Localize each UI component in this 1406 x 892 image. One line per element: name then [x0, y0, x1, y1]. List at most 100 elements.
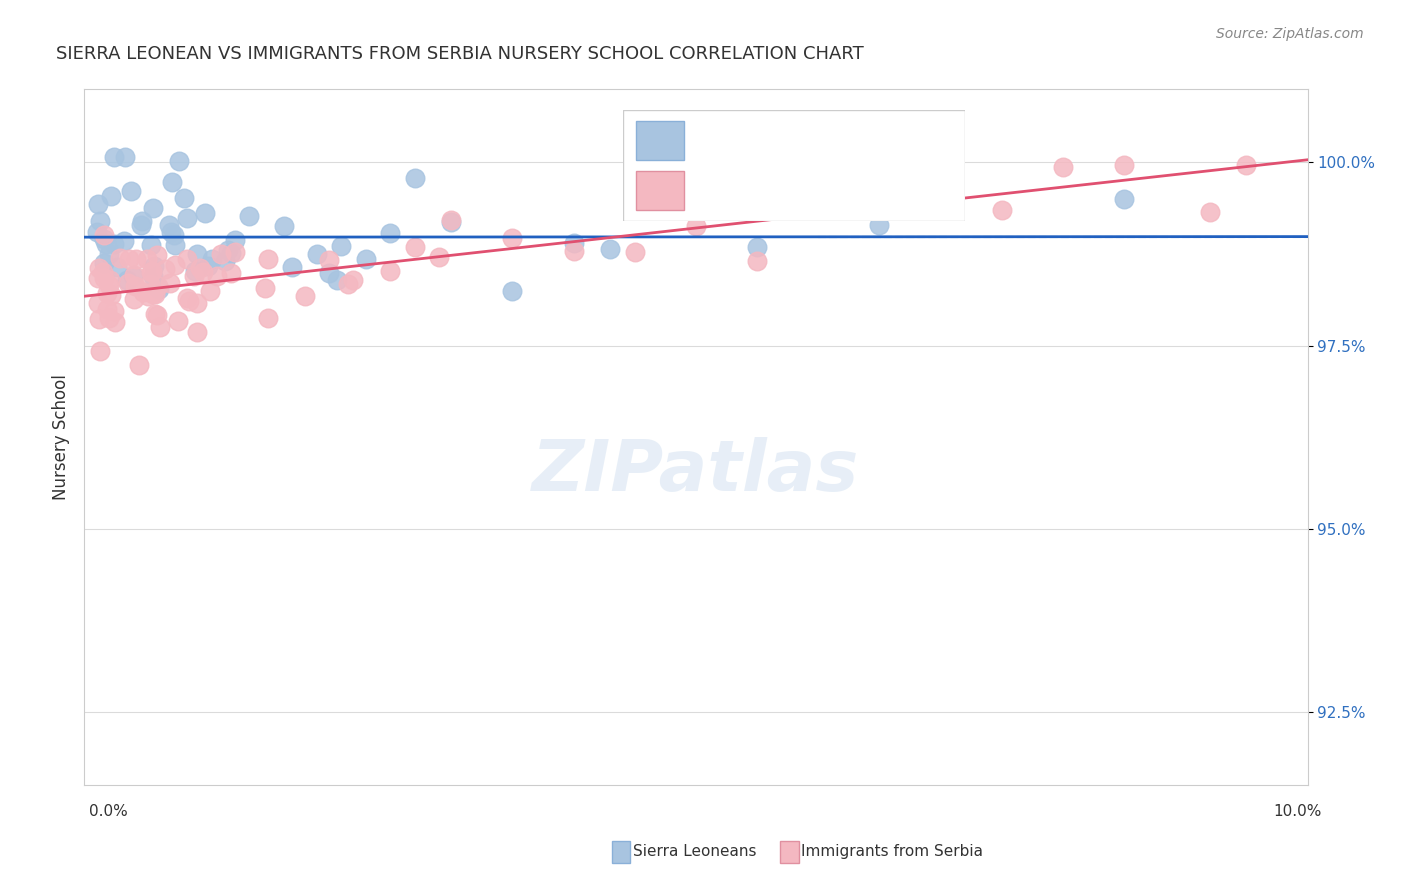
Point [108, 252, 131, 266]
Point [201, 252, 224, 267]
Point [599, 242, 621, 256]
Point [197, 259, 219, 273]
Point [254, 281, 277, 295]
Point [186, 325, 208, 339]
FancyBboxPatch shape [637, 171, 685, 211]
Point [224, 233, 246, 247]
Point [194, 206, 217, 220]
Point [114, 150, 136, 164]
Text: R = -0.020   N = 58: R = -0.020 N = 58 [697, 131, 875, 149]
Point [93, 256, 115, 270]
Point [139, 238, 162, 252]
Point [198, 284, 221, 298]
Point [142, 201, 165, 215]
Point [173, 191, 195, 205]
Point [120, 184, 142, 198]
Point [146, 280, 169, 294]
Point [404, 170, 426, 185]
Point [183, 268, 205, 283]
Point [869, 188, 891, 202]
Point [214, 254, 236, 268]
Point [103, 150, 125, 164]
Point [257, 311, 280, 326]
Point [1198, 205, 1220, 219]
Point [100, 287, 122, 301]
Point [167, 153, 190, 168]
Point [136, 289, 159, 303]
Point [159, 276, 181, 290]
Point [122, 268, 145, 283]
Point [142, 286, 165, 301]
Point [745, 254, 768, 268]
Point [501, 231, 523, 245]
Text: R =  0.340   N = 79: R = 0.340 N = 79 [697, 181, 875, 199]
Point [1114, 158, 1136, 172]
Point [209, 247, 232, 261]
Point [136, 252, 159, 267]
Point [685, 219, 707, 233]
Point [143, 259, 166, 273]
Point [97, 278, 120, 293]
Point [380, 263, 402, 277]
Point [745, 240, 768, 254]
Point [146, 309, 169, 323]
Point [176, 291, 198, 305]
Point [148, 282, 170, 296]
Point [118, 252, 141, 266]
Point [167, 313, 190, 327]
Point [929, 164, 952, 178]
Point [139, 277, 162, 291]
Point [93, 232, 115, 246]
Point [93, 228, 115, 243]
Point [157, 218, 180, 232]
Point [89, 214, 111, 228]
Point [115, 273, 138, 287]
Point [330, 239, 353, 253]
Point [562, 235, 585, 250]
Point [404, 240, 426, 254]
Point [125, 252, 148, 266]
Point [318, 266, 340, 280]
Point [354, 252, 377, 266]
Point [139, 265, 162, 279]
Text: Source: ZipAtlas.com: Source: ZipAtlas.com [1216, 27, 1364, 41]
Point [105, 260, 128, 274]
Point [184, 264, 207, 278]
Point [122, 268, 145, 283]
Point [87, 312, 110, 326]
Point [87, 296, 110, 310]
Point [219, 266, 242, 280]
Point [238, 209, 260, 223]
Point [294, 289, 316, 303]
Point [104, 315, 127, 329]
Point [624, 245, 647, 260]
Point [177, 294, 200, 309]
Point [186, 296, 208, 310]
Point [440, 214, 463, 228]
Point [143, 287, 166, 301]
Point [146, 278, 169, 293]
Point [257, 252, 280, 267]
Point [86, 225, 108, 239]
Point [153, 261, 176, 276]
Point [96, 302, 118, 317]
Text: 0.0%: 0.0% [89, 805, 128, 819]
Text: ZIPatlas: ZIPatlas [533, 437, 859, 507]
FancyBboxPatch shape [637, 121, 685, 161]
Point [145, 307, 167, 321]
Point [103, 237, 125, 252]
Point [132, 285, 155, 300]
Point [124, 278, 146, 293]
Point [305, 247, 328, 261]
Point [97, 247, 120, 261]
Point [89, 344, 111, 359]
Point [163, 227, 186, 242]
Point [176, 252, 198, 266]
Point [337, 277, 360, 291]
Point [131, 213, 153, 227]
Point [87, 197, 110, 211]
Point [440, 213, 463, 227]
Point [205, 268, 228, 283]
Text: Sierra Leoneans: Sierra Leoneans [633, 845, 756, 859]
Point [219, 246, 242, 260]
